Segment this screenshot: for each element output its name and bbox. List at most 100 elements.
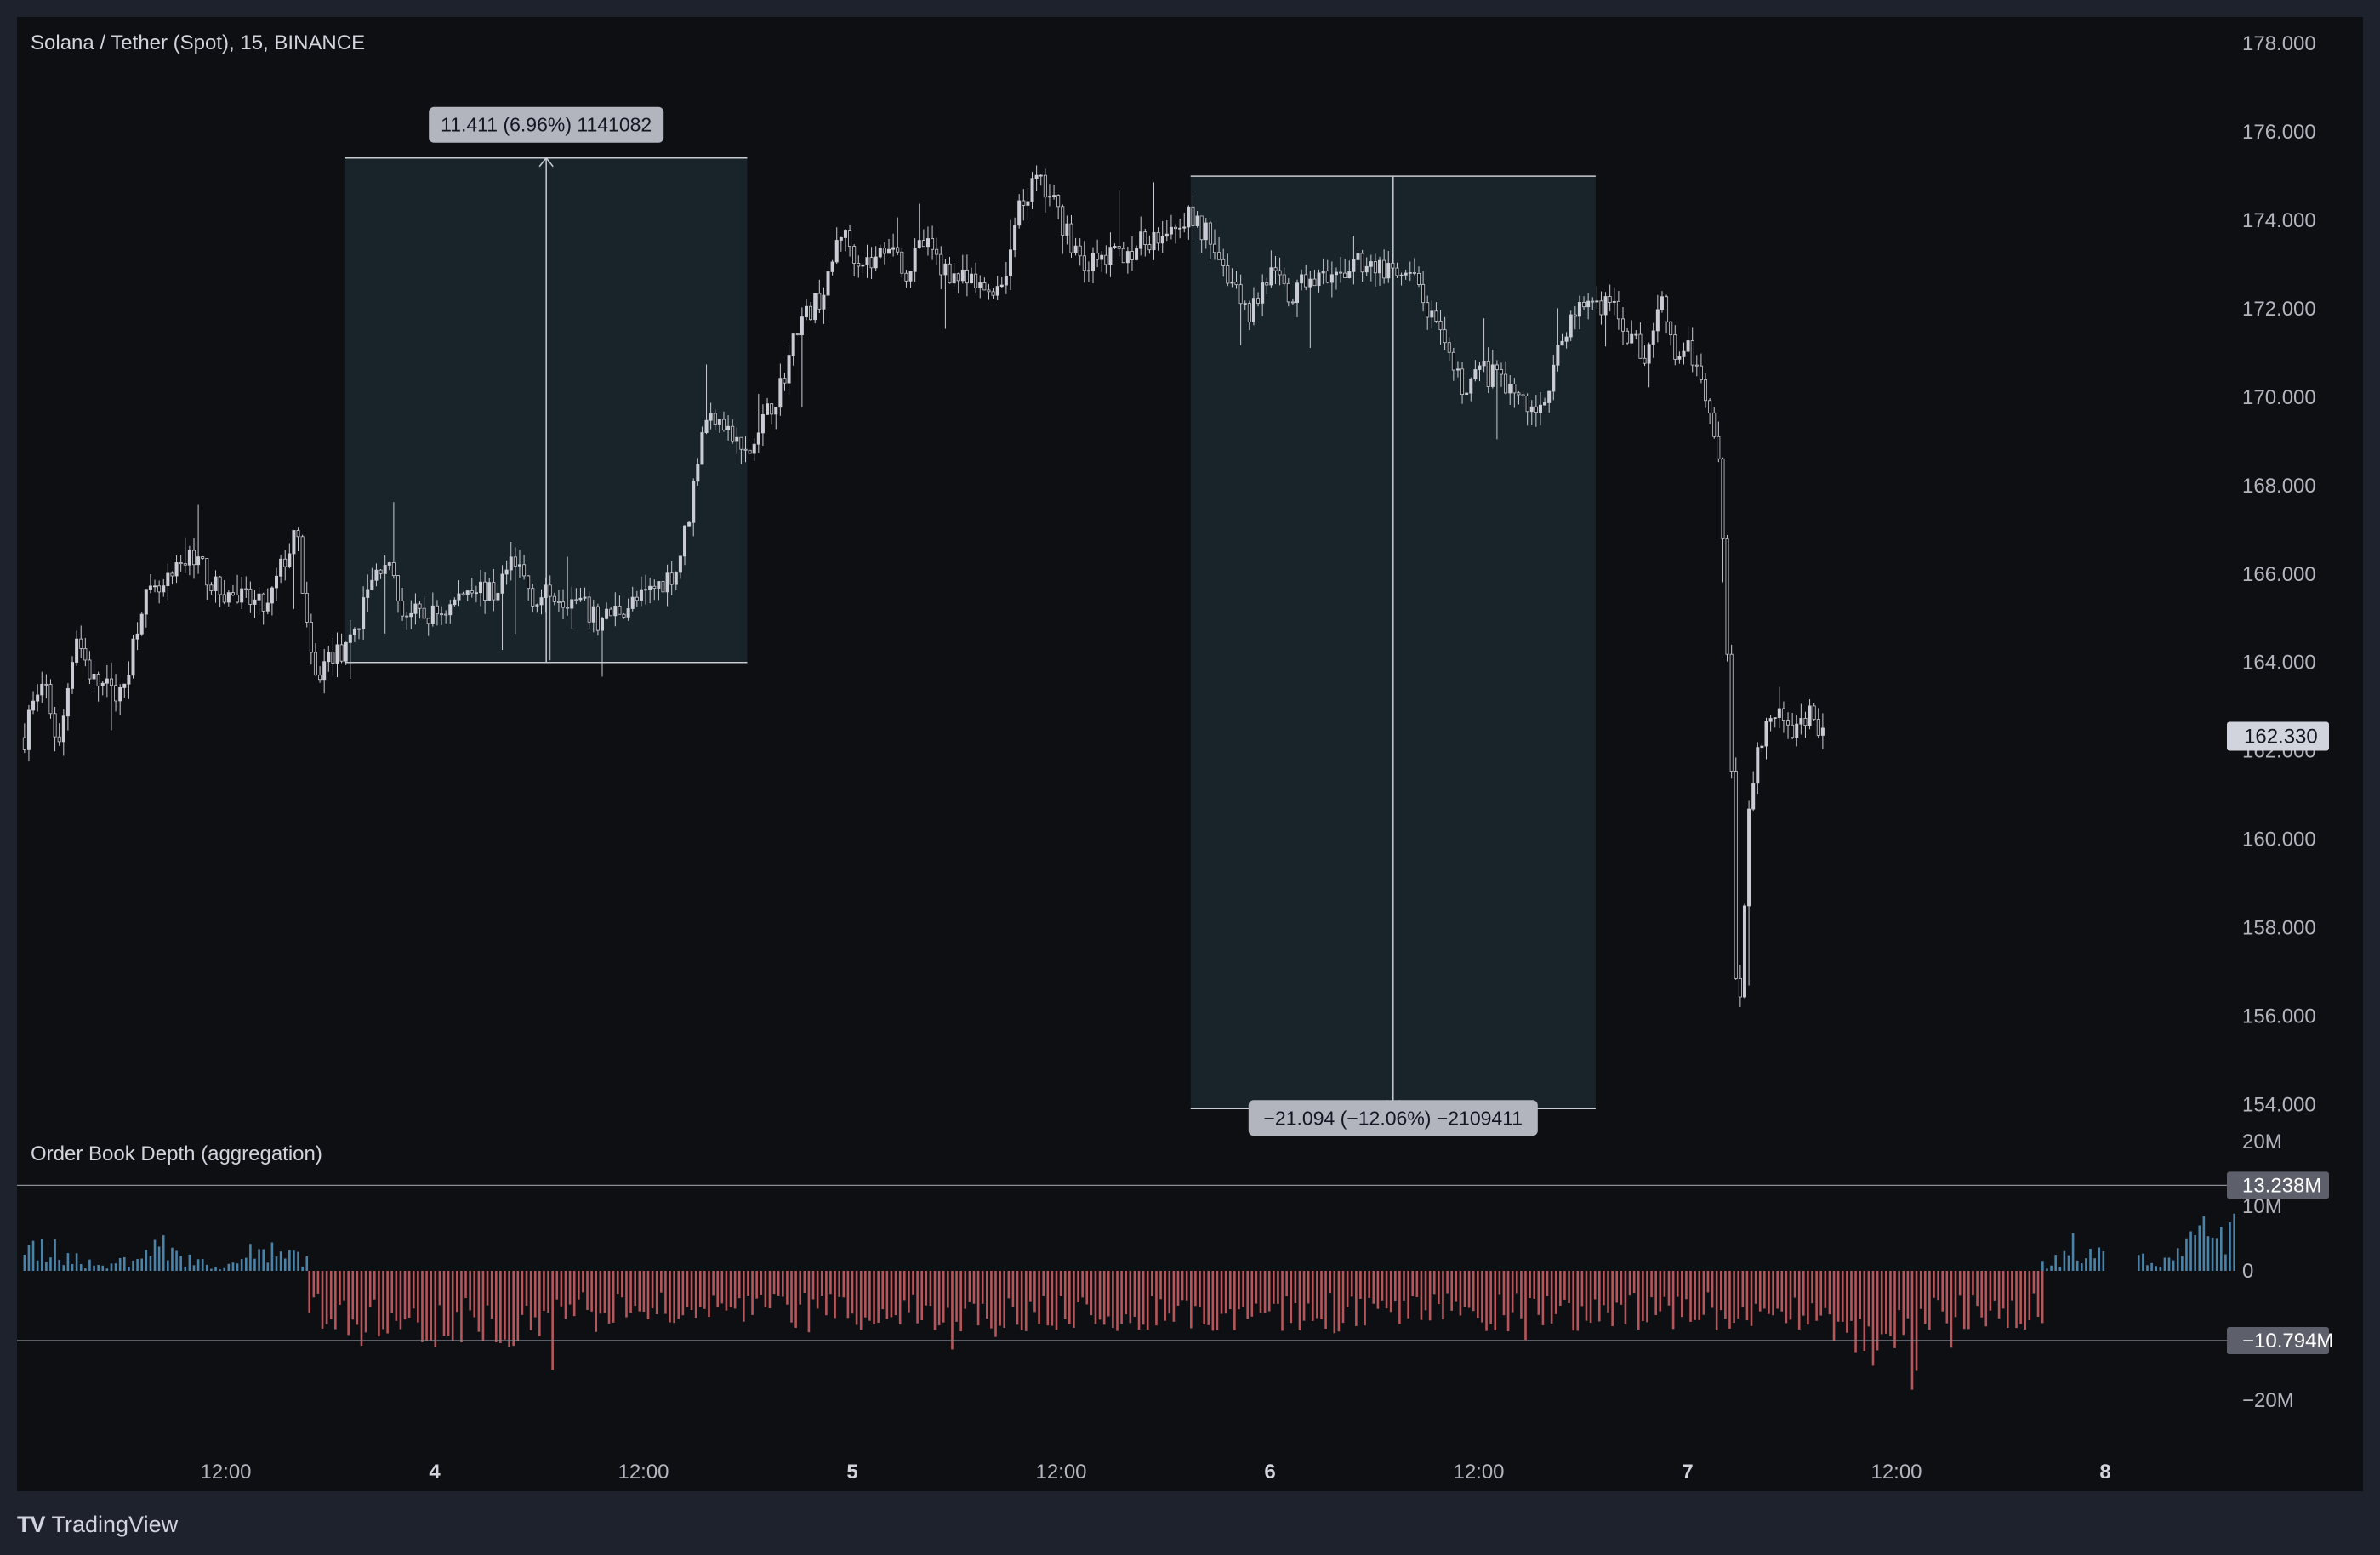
candle-body	[174, 562, 179, 577]
candle-body	[383, 565, 387, 574]
ask-depth-bar	[664, 1271, 667, 1314]
depth-tick-label: 10M	[2242, 1195, 2282, 1218]
ask-depth-bar	[825, 1271, 828, 1316]
candle-body	[322, 661, 327, 681]
ask-depth-bar	[1233, 1271, 1236, 1330]
candle-body	[479, 581, 483, 594]
bid-depth-bar	[223, 1267, 226, 1271]
candle-body	[982, 282, 987, 291]
ask-depth-bar	[1051, 1271, 1054, 1326]
ask-depth-bar	[877, 1271, 880, 1323]
ask-depth-bar	[1250, 1271, 1254, 1317]
bid-depth-bar	[2085, 1258, 2087, 1271]
ask-depth-bar	[1146, 1271, 1149, 1330]
ask-depth-bar	[1085, 1271, 1089, 1305]
candle-body	[222, 594, 226, 603]
ask-depth-bar	[959, 1271, 962, 1332]
ask-depth-bar	[1898, 1271, 1900, 1311]
ask-depth-bar	[1724, 1271, 1727, 1319]
ask-depth-bar	[1871, 1271, 1875, 1366]
candle-body	[1638, 333, 1643, 359]
ask-depth-bar	[1954, 1271, 1957, 1318]
candle-body	[1156, 231, 1160, 244]
ask-depth-bar	[1450, 1271, 1453, 1311]
candle-body	[496, 592, 500, 601]
bid-depth-bar	[122, 1256, 126, 1271]
ask-depth-bar	[1216, 1271, 1219, 1330]
ask-depth-bar	[2011, 1271, 2013, 1301]
ask-depth-bar	[1642, 1271, 1644, 1322]
ask-depth-bar	[999, 1271, 1001, 1326]
ask-depth-bar	[1415, 1271, 1419, 1297]
candle-body	[770, 403, 774, 415]
bid-depth-bar	[2155, 1266, 2158, 1271]
ask-depth-bar	[1463, 1271, 1466, 1307]
ask-depth-bar	[351, 1271, 355, 1320]
candle-body	[405, 615, 409, 618]
ask-depth-bar	[329, 1271, 333, 1319]
candle-body	[1508, 384, 1512, 394]
ask-depth-bar	[1341, 1271, 1345, 1324]
candle-body	[1226, 265, 1230, 284]
bid-depth-bar	[84, 1268, 87, 1271]
candle-body	[1677, 356, 1682, 360]
symbol-title[interactable]: Solana / Tether (Spot), 15, BINANCE	[31, 31, 365, 54]
candle-body	[713, 413, 717, 425]
bid-depth-bar	[49, 1257, 52, 1271]
candle-body	[465, 590, 470, 595]
ask-depth-bar	[1850, 1271, 1853, 1321]
candle-body	[391, 562, 396, 577]
ask-depth-bar	[1776, 1271, 1779, 1309]
candle-body	[848, 230, 852, 247]
price-tick-label: 170.000	[2242, 386, 2316, 409]
ask-depth-bar	[577, 1271, 580, 1300]
ask-depth-bar	[1933, 1271, 1935, 1298]
ask-depth-bar	[751, 1271, 754, 1315]
bid-depth-bar	[301, 1266, 304, 1271]
bid-depth-bar	[206, 1264, 208, 1271]
candle-body	[492, 582, 496, 601]
ask-depth-bar	[582, 1271, 584, 1293]
candle-body	[839, 237, 843, 241]
ask-depth-bar	[1698, 1271, 1701, 1320]
depth-indicator-title[interactable]: Order Book Depth (aggregation)	[31, 1142, 322, 1165]
ask-depth-bar	[902, 1271, 906, 1301]
candle-body	[609, 608, 613, 617]
ask-depth-bar	[1494, 1271, 1497, 1330]
ask-depth-bar	[743, 1271, 745, 1322]
candle-body	[1773, 717, 1777, 720]
candle-body	[187, 550, 191, 566]
candle-body	[92, 674, 96, 680]
candle-body	[1056, 195, 1061, 208]
ask-depth-bar	[851, 1271, 854, 1314]
bid-depth-bar	[2167, 1257, 2171, 1271]
ask-depth-bar	[1615, 1271, 1619, 1303]
ask-depth-bar	[1785, 1271, 1788, 1324]
candle-body	[270, 587, 274, 604]
candle-body	[861, 264, 865, 267]
candle-body	[626, 608, 630, 618]
ask-depth-bar	[1620, 1271, 1623, 1305]
ask-depth-bar	[2019, 1271, 2022, 1324]
candle-body	[1078, 245, 1082, 257]
candle-body	[144, 589, 148, 615]
ask-depth-bar	[1603, 1271, 1605, 1306]
ask-depth-bar	[1733, 1271, 1735, 1324]
candle-body	[683, 525, 687, 557]
ask-depth-bar	[438, 1271, 441, 1306]
tradingview-brand[interactable]: TV TradingView	[17, 1509, 178, 1540]
candle-body	[960, 269, 965, 282]
ask-depth-bar	[1889, 1271, 1892, 1336]
ask-depth-bar	[1432, 1271, 1436, 1295]
bid-depth-bar	[227, 1263, 231, 1271]
candle-body	[261, 593, 265, 612]
candle-body	[135, 633, 139, 640]
candle-body	[109, 678, 113, 686]
bid-depth-bar	[240, 1259, 243, 1271]
candle-body	[1265, 282, 1269, 286]
candle-body	[613, 606, 618, 617]
candle-body	[991, 291, 995, 296]
candle-body	[1616, 300, 1620, 320]
candle-body	[1300, 274, 1304, 284]
